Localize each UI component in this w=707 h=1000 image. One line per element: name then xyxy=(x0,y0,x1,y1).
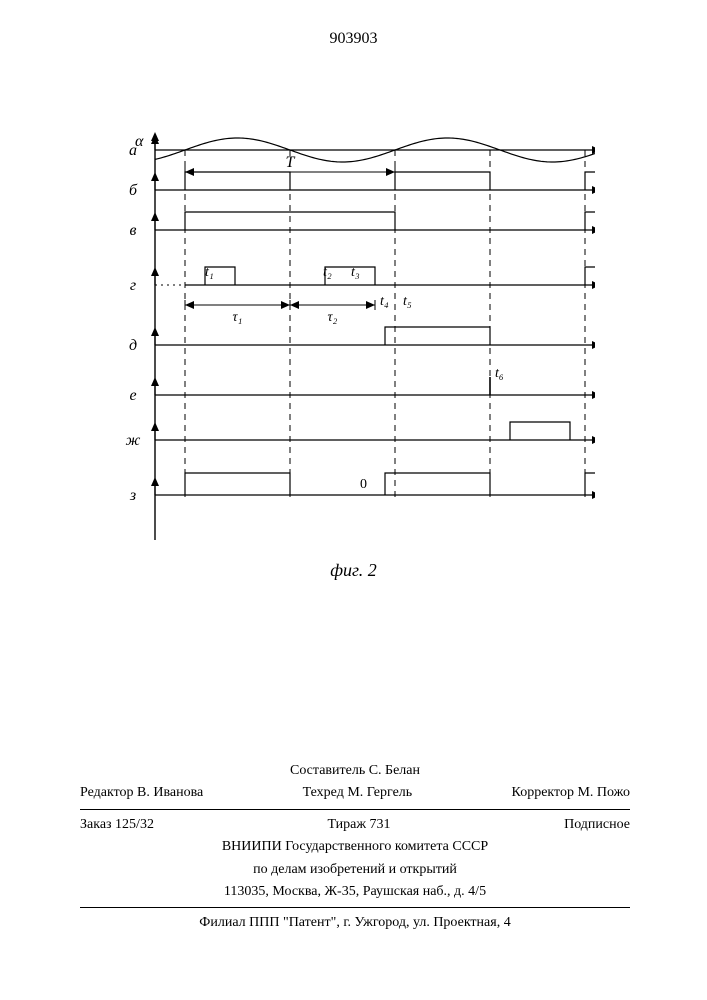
svg-text:t₅: t₅ xyxy=(403,294,412,309)
svg-text:з: з xyxy=(129,487,136,504)
org-line-2: по делам изобретений и открытий xyxy=(80,859,630,881)
doc-number: 903903 xyxy=(0,30,707,48)
svg-text:t₄: t₄ xyxy=(380,294,389,309)
svg-text:τ₂: τ₂ xyxy=(328,310,338,325)
svg-text:T: T xyxy=(286,154,296,171)
svg-text:д: д xyxy=(129,337,137,354)
svg-text:ж: ж xyxy=(126,432,141,449)
figure-caption: фиг. 2 xyxy=(0,560,707,581)
svg-text:е: е xyxy=(129,387,136,404)
address: 113035, Москва, Ж-35, Раушская наб., д. … xyxy=(80,881,630,903)
svg-text:t₆: t₆ xyxy=(495,366,504,381)
svg-text:в: в xyxy=(130,222,137,239)
compiler: Составитель С. Белан xyxy=(80,760,630,782)
svg-text:а: а xyxy=(129,142,137,159)
svg-text:t₁: t₁ xyxy=(205,265,214,280)
order: Заказ 125/32 xyxy=(80,814,154,836)
svg-text:г: г xyxy=(130,277,136,294)
footer-block: Составитель С. Белан Редактор В. Иванова… xyxy=(80,760,630,935)
podpisnoe: Подписное xyxy=(564,814,630,836)
svg-text:t₂: t₂ xyxy=(323,265,332,280)
svg-text:0: 0 xyxy=(360,477,367,492)
editor: Редактор В. Иванова xyxy=(80,782,203,804)
tirazh: Тираж 731 xyxy=(327,814,390,836)
techred: Техред М. Гергель xyxy=(303,782,413,804)
timing-diagram: αаtбtвtгtдtеtжtзtTτ₁τ₂t₁t₂t₃t₄t₅t₆0 xyxy=(95,130,595,550)
svg-text:б: б xyxy=(129,182,138,199)
svg-text:t₃: t₃ xyxy=(351,265,360,280)
svg-text:τ₁: τ₁ xyxy=(233,310,243,325)
corrector: Корректор М. Пожо xyxy=(512,782,630,804)
filial: Филиал ППП "Патент", г. Ужгород, ул. Про… xyxy=(80,912,630,934)
org-line-1: ВНИИПИ Государственного комитета СССР xyxy=(80,836,630,858)
